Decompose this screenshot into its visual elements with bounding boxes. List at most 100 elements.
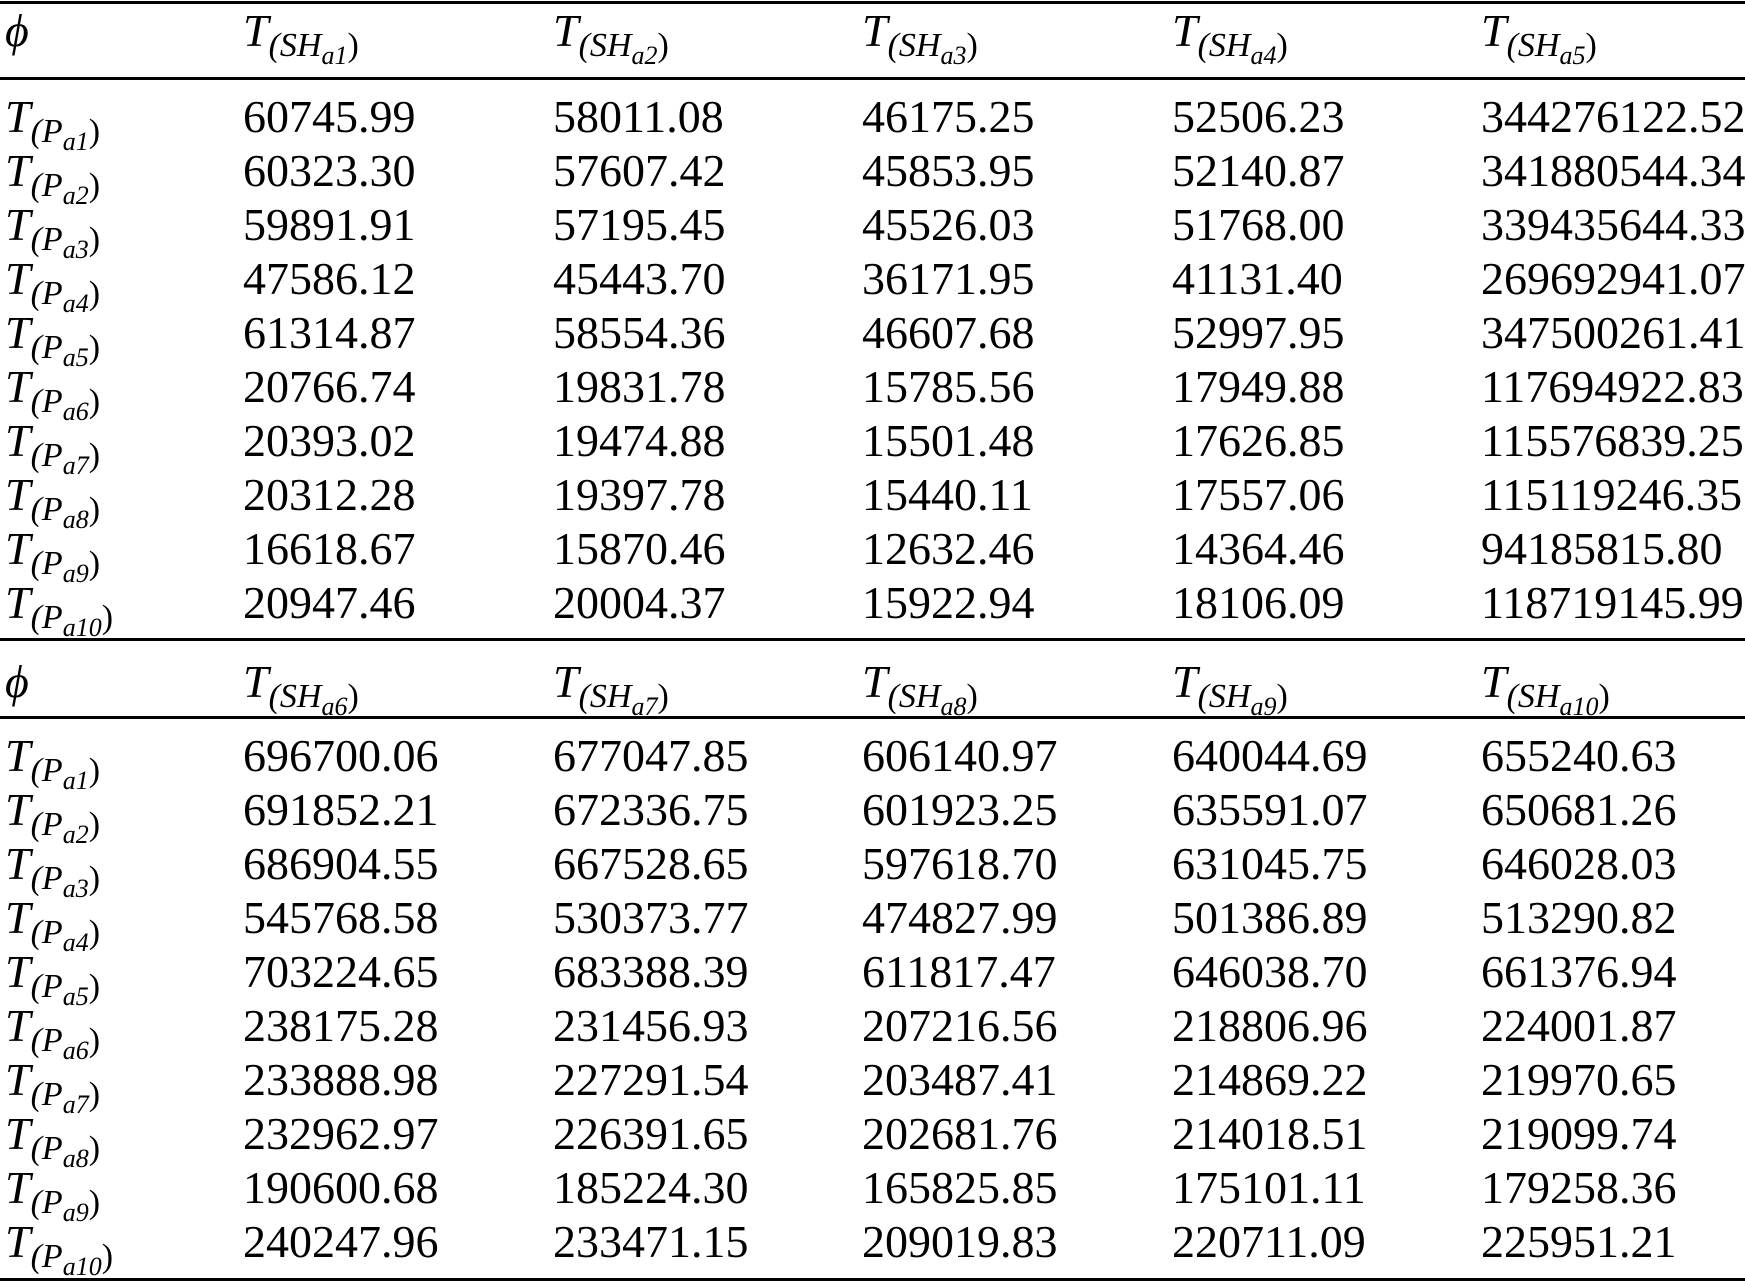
symbol-main: T [553,656,579,708]
symbol-main: T [5,838,31,890]
value-cell: 233888.98 [243,1054,439,1106]
symbol-main: T [5,784,31,836]
value-cell: 214869.22 [1172,1054,1368,1106]
symbol-close: ) [88,968,101,1006]
symbol-index: a4 [62,289,89,319]
symbol-open: (P [30,860,63,898]
rule [0,1278,1745,1281]
value-cell: 686904.55 [243,838,439,890]
row-label: T(Pa1) [5,733,100,794]
symbol-main: T [5,91,31,143]
symbol-close: ) [88,806,101,844]
symbol-main: T [1481,656,1507,708]
value-cell: 646038.70 [1172,946,1368,998]
rule [0,1,1745,4]
symbol-main: T [5,1054,31,1106]
value-cell: 17949.88 [1172,361,1345,413]
symbol-main: T [5,577,31,629]
value-cell: 220711.09 [1172,1216,1366,1268]
symbol-open: (P [30,275,63,313]
value-cell: 474827.99 [862,892,1058,944]
row-label: T(Pa4) [5,256,100,317]
value-cell: 15440.11 [862,469,1033,521]
symbol-open: (P [30,491,63,529]
symbol-main: T [862,5,888,57]
value-cell: 115119246.35 [1481,469,1743,521]
symbol-main: T [5,892,31,944]
symbol-close: ) [88,221,101,259]
value-cell: 601923.25 [862,784,1058,836]
value-cell: 226391.65 [553,1108,749,1160]
value-cell: 179258.36 [1481,1162,1677,1214]
value-cell: 175101.11 [1172,1162,1366,1214]
symbol-open: (SH [578,27,632,65]
column-header: T(SHa8) [862,659,978,720]
value-cell: 45526.03 [862,199,1035,251]
symbol-close: ) [88,275,101,313]
symbol-main: T [5,523,31,575]
symbol-main: T [5,199,31,251]
symbol-close: ) [88,1130,101,1168]
value-cell: 15922.94 [862,577,1035,629]
symbol-main: T [1481,5,1507,57]
symbol-index: a5 [62,982,89,1012]
symbol-close: ) [88,383,101,421]
value-cell: 47586.12 [243,253,416,305]
symbol-index: a1 [321,41,348,71]
column-header: T(SHa3) [862,5,978,69]
value-cell: 339435644.33 [1481,199,1745,251]
value-cell: 57195.45 [553,199,726,251]
value-cell: 231456.93 [553,1000,749,1052]
symbol-open: (P [30,1130,63,1168]
symbol-close: ) [347,27,359,65]
value-cell: 60323.30 [243,145,416,197]
symbol-index: a3 [62,874,89,904]
value-cell: 36171.95 [862,253,1035,305]
value-cell: 240247.96 [243,1216,439,1268]
symbol-close: ) [347,678,359,716]
symbol-close: ) [1276,678,1288,716]
symbol-index: a1 [62,127,89,157]
value-cell: 606140.97 [862,730,1058,782]
symbol-main: T [553,5,579,57]
value-cell: 341880544.34 [1481,145,1745,197]
symbol-open: (SH [268,27,322,65]
row-label: T(Pa1) [5,91,100,155]
value-cell: 20766.74 [243,361,416,413]
symbol-open: (SH [1197,678,1251,716]
row-label: T(Pa5) [5,949,100,1010]
value-cell: 52140.87 [1172,145,1345,197]
value-cell: 203487.41 [862,1054,1058,1106]
symbol-index: a7 [631,692,658,722]
value-cell: 219099.74 [1481,1108,1677,1160]
symbol-index: a3 [62,235,89,265]
value-cell: 59891.91 [243,199,416,251]
value-cell: 646028.03 [1481,838,1677,890]
value-cell: 190600.68 [243,1162,439,1214]
value-cell: 20312.28 [243,469,416,521]
symbol-index: a4 [62,928,89,958]
value-cell: 16618.67 [243,523,416,575]
column-header: T(SHa9) [1172,659,1288,720]
value-cell: 58554.36 [553,307,726,359]
value-cell: 696700.06 [243,730,439,782]
value-cell: 52997.95 [1172,307,1345,359]
value-cell: 227291.54 [553,1054,749,1106]
value-cell: 19397.78 [553,469,726,521]
symbol-main: T [5,415,31,467]
symbol-close: ) [966,27,978,65]
symbol-close: ) [101,1238,114,1276]
value-cell: 667528.65 [553,838,749,890]
symbol-close: ) [657,27,669,65]
value-cell: 118719145.99 [1481,577,1744,629]
value-cell: 51768.00 [1172,199,1345,251]
symbol-open: (SH [887,27,941,65]
symbol-index: a5 [62,343,89,373]
symbol-open: (P [30,914,63,952]
row-label: T(Pa10) [5,1219,113,1280]
value-cell: 20393.02 [243,415,416,467]
symbol-index: a10 [62,613,102,643]
symbol-index: a7 [62,451,89,481]
symbol-index: a9 [1250,692,1277,722]
